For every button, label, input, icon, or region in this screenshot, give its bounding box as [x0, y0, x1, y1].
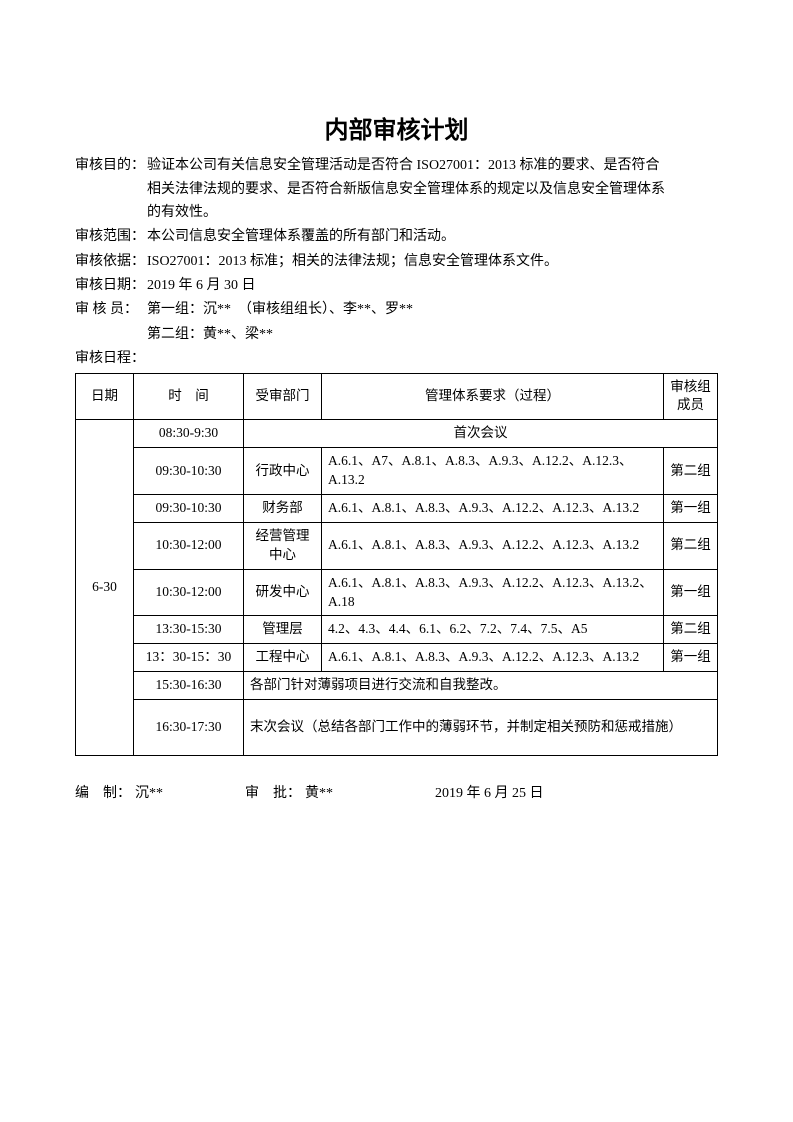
- cell-dept: 财务部: [244, 494, 322, 522]
- row-purpose: 审核目的： 验证本公司有关信息安全管理活动是否符合 ISO27001：2013 …: [75, 155, 718, 177]
- label-appr: 审 批：: [245, 782, 305, 802]
- row-scope: 审核范围： 本公司信息安全管理体系覆盖的所有部门和活动。: [75, 226, 718, 248]
- hdr-dept: 受审部门: [244, 373, 322, 420]
- cell-req: A.6.1、A.8.1、A.8.3、A.9.3、A.12.2、A.12.3、A.…: [322, 494, 664, 522]
- cell-date: 6-30: [76, 420, 134, 756]
- label-prep: 编 制：: [75, 782, 135, 802]
- cell-grp: 第二组: [664, 616, 718, 644]
- page: 内部审核计划 审核目的： 验证本公司有关信息安全管理活动是否符合 ISO2700…: [0, 0, 793, 862]
- cell-grp: 第二组: [664, 522, 718, 569]
- cell-dept: 行政中心: [244, 448, 322, 495]
- table-row: 13：30-15：30工程中心A.6.1、A.8.1、A.8.3、A.9.3、A…: [76, 644, 718, 672]
- content-auditors-2: 第二组：黄**、梁**: [147, 324, 718, 346]
- cell-grp: 第二组: [664, 448, 718, 495]
- label-auditors: 审 核 员：: [75, 299, 147, 321]
- cell-time: 10:30-12:00: [134, 569, 244, 616]
- table-row: 16:30-17:30末次会议（总结各部门工作中的薄弱环节，并制定相关预防和惩戒…: [76, 700, 718, 756]
- content-scope: 本公司信息安全管理体系覆盖的所有部门和活动。: [147, 226, 718, 248]
- cell-req-merged: 末次会议（总结各部门工作中的薄弱环节，并制定相关预防和惩戒措施）: [244, 700, 718, 756]
- label-basis: 审核依据：: [75, 251, 147, 273]
- content-purpose-2: 相关法律法规的要求、是否符合新版信息安全管理体系的规定以及信息安全管理体系: [147, 179, 718, 201]
- cell-req: 4.2、4.3、4.4、6.1、6.2、7.2、7.4、7.5、A5: [322, 616, 664, 644]
- table-body: 6-3008:30-9:30首次会议09:30-10:30行政中心A.6.1、A…: [76, 420, 718, 756]
- footer-date: 2019 年 6 月 25 日: [435, 782, 544, 802]
- cell-time: 08:30-9:30: [134, 420, 244, 448]
- cell-req: A.6.1、A.8.1、A.8.3、A.9.3、A.12.2、A.12.3、A.…: [322, 522, 664, 569]
- label-purpose: 审核目的：: [75, 155, 147, 177]
- cell-time: 15:30-16:30: [134, 672, 244, 700]
- table-row: 10:30-12:00经营管理中心A.6.1、A.8.1、A.8.3、A.9.3…: [76, 522, 718, 569]
- label-scope: 审核范围：: [75, 226, 147, 248]
- row-basis: 审核依据： ISO27001：2013 标准；相关的法律法规；信息安全管理体系文…: [75, 251, 718, 273]
- cell-grp: 第一组: [664, 644, 718, 672]
- content-basis: ISO27001：2013 标准；相关的法律法规；信息安全管理体系文件。: [147, 251, 718, 273]
- row-auditors: 审 核 员： 第一组：沉** （审核组组长）、李**、罗**: [75, 299, 718, 321]
- cell-time: 13：30-15：30: [134, 644, 244, 672]
- cell-dept: 工程中心: [244, 644, 322, 672]
- page-title: 内部审核计划: [75, 110, 718, 145]
- hdr-grp: 审核组成员: [664, 373, 718, 420]
- schedule-table: 日期 时 间 受审部门 管理体系要求（过程） 审核组成员 6-3008:30-9…: [75, 373, 718, 756]
- cell-time: 13:30-15:30: [134, 616, 244, 644]
- footer-appr: 黄**: [305, 782, 435, 802]
- label-date: 审核日期：: [75, 275, 147, 297]
- cell-req: A.6.1、A7、A.8.1、A.8.3、A.9.3、A.12.2、A.12.3…: [322, 448, 664, 495]
- footer: 编 制： 沉** 审 批： 黄** 2019 年 6 月 25 日: [75, 782, 718, 802]
- hdr-date: 日期: [76, 373, 134, 420]
- content-purpose-1: 验证本公司有关信息安全管理活动是否符合 ISO27001：2013 标准的要求、…: [147, 155, 718, 177]
- cell-time: 16:30-17:30: [134, 700, 244, 756]
- cell-req-merged: 首次会议: [244, 420, 718, 448]
- table-row: 13:30-15:30管理层4.2、4.3、4.4、6.1、6.2、7.2、7.…: [76, 616, 718, 644]
- cell-dept: 研发中心: [244, 569, 322, 616]
- footer-prep: 沉**: [135, 782, 245, 802]
- cell-time: 10:30-12:00: [134, 522, 244, 569]
- cell-req: A.6.1、A.8.1、A.8.3、A.9.3、A.12.2、A.12.3、A.…: [322, 569, 664, 616]
- cell-grp: 第一组: [664, 569, 718, 616]
- cell-req-merged: 各部门针对薄弱项目进行交流和自我整改。: [244, 672, 718, 700]
- table-row: 09:30-10:30财务部A.6.1、A.8.1、A.8.3、A.9.3、A.…: [76, 494, 718, 522]
- content-auditors-1: 第一组：沉** （审核组组长）、李**、罗**: [147, 299, 718, 321]
- table-row: 09:30-10:30行政中心A.6.1、A7、A.8.1、A.8.3、A.9.…: [76, 448, 718, 495]
- table-row: 10:30-12:00研发中心A.6.1、A.8.1、A.8.3、A.9.3、A…: [76, 569, 718, 616]
- cell-time: 09:30-10:30: [134, 494, 244, 522]
- content-date: 2019 年 6 月 30 日: [147, 275, 718, 297]
- label-schedule: 审核日程：: [75, 348, 147, 370]
- cell-grp: 第一组: [664, 494, 718, 522]
- table-row: 15:30-16:30各部门针对薄弱项目进行交流和自我整改。: [76, 672, 718, 700]
- hdr-req: 管理体系要求（过程）: [322, 373, 664, 420]
- hdr-time: 时 间: [134, 373, 244, 420]
- content-purpose-3: 的有效性。: [147, 202, 718, 224]
- cell-req: A.6.1、A.8.1、A.8.3、A.9.3、A.12.2、A.12.3、A.…: [322, 644, 664, 672]
- cell-dept: 管理层: [244, 616, 322, 644]
- cell-time: 09:30-10:30: [134, 448, 244, 495]
- table-row: 6-3008:30-9:30首次会议: [76, 420, 718, 448]
- cell-dept: 经营管理中心: [244, 522, 322, 569]
- row-schedule: 审核日程：: [75, 348, 718, 370]
- table-header-row: 日期 时 间 受审部门 管理体系要求（过程） 审核组成员: [76, 373, 718, 420]
- row-date: 审核日期： 2019 年 6 月 30 日: [75, 275, 718, 297]
